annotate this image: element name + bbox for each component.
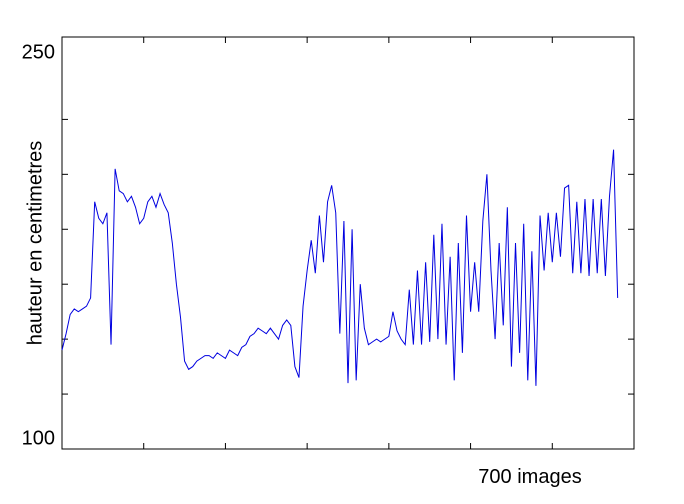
x-axis-label: 700 images xyxy=(478,466,581,488)
y-axis-label: hauteur en centimetres xyxy=(24,141,46,346)
data-line xyxy=(61,149,619,386)
plot-frame xyxy=(61,36,635,450)
y-tick-label: 250 xyxy=(22,41,55,63)
y-tick-label: 100 xyxy=(22,427,55,449)
